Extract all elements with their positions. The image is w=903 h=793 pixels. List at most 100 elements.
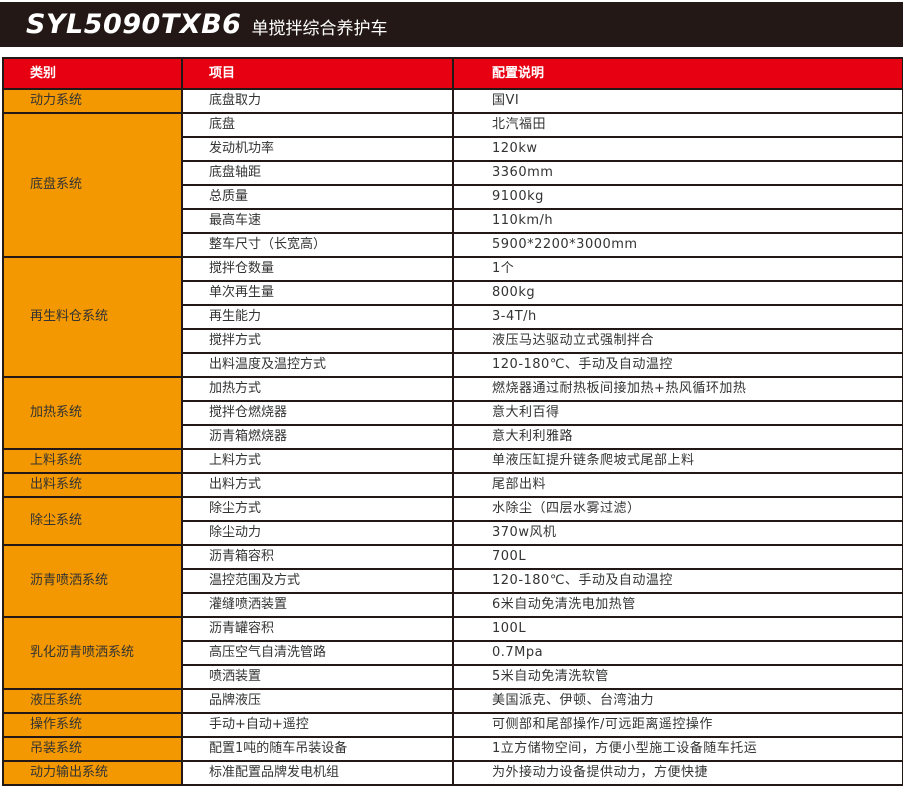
product-name: 单搅拌综合养护车: [251, 18, 388, 39]
config-cell: 100L: [452, 616, 903, 642]
category-cell: 沥青喷洒系统: [2, 544, 183, 618]
config-cell: 美国派克、伊顿、台湾油力: [452, 688, 903, 714]
item-cell: 沥青罐容积: [181, 616, 454, 642]
table-row: 除尘系统 除尘方式 水除尘（四层水雾过滤）: [2, 496, 903, 546]
item-cell: 出料方式: [181, 472, 454, 498]
table-row: 高压空气自清洗管路 0.7Mpa: [3, 640, 903, 666]
item-cell: 品牌液压: [181, 688, 454, 714]
config-cell: 意大利百得: [452, 400, 903, 426]
config-cell: 北汽福田: [452, 112, 903, 138]
model-number: SYL5090TXB6: [26, 9, 242, 40]
table-row: 除尘动力 370w风机: [3, 520, 903, 546]
config-cell: 5米自动免清洗软管: [452, 664, 903, 690]
spec-table: 类别 项目 配置说明 动力系统 底盘取力 国VI 底盘系统 底盘 北汽福田 发动机功率 120…: [2, 57, 903, 786]
table-row: 乳化沥青喷洒系统 沥青罐容积 100L: [2, 616, 903, 690]
config-cell: 1个: [452, 256, 903, 282]
item-cell: 喷洒装置: [181, 664, 454, 690]
config-cell: 3-4T/h: [452, 304, 903, 330]
config-cell: 800kg: [452, 280, 903, 306]
table-row: 动力输出系统 标准配置品牌发电机组 为外接动力设备提供动力，方便快捷: [2, 760, 903, 786]
table-row: 单次再生量 800kg: [3, 280, 903, 306]
table-row: 总质量 9100kg: [3, 184, 903, 210]
category-cell: 加热系统: [2, 376, 183, 450]
category-cell: 操作系统: [2, 712, 183, 738]
table-row: 上料系统 上料方式 单液压缸提升链条爬坡式尾部上料: [2, 448, 903, 474]
item-cell: 底盘: [181, 112, 454, 138]
item-cell: 高压空气自清洗管路: [181, 640, 454, 666]
table-row: 发动机功率 120kw: [3, 136, 903, 162]
column-header-category: 类别: [2, 57, 183, 90]
table-row: 沥青箱燃烧器 意大利利雅路: [3, 424, 903, 450]
item-cell: 除尘动力: [181, 520, 454, 546]
item-cell: 搅拌仓燃烧器: [181, 400, 454, 426]
config-cell: 120-180℃、手动及自动温控: [452, 568, 903, 594]
config-cell: 700L: [452, 544, 903, 570]
config-cell: 燃烧器通过耐热板间接加热+热风循环加热: [452, 376, 903, 402]
table-row: 温控范围及方式 120-180℃、手动及自动温控: [3, 568, 903, 594]
item-cell: 搅拌仓数量: [181, 256, 454, 282]
config-cell: 120-180℃、手动及自动温控: [452, 352, 903, 378]
config-cell: 单液压缸提升链条爬坡式尾部上料: [452, 448, 903, 474]
item-cell: 上料方式: [181, 448, 454, 474]
item-cell: 发动机功率: [181, 136, 454, 162]
config-cell: 110km/h: [452, 208, 903, 234]
item-cell: 手动+自动+遥控: [181, 712, 454, 738]
table-row: 沥青喷洒系统 沥青箱容积 700L: [2, 544, 903, 618]
table-row: 搅拌仓燃烧器 意大利百得: [3, 400, 903, 426]
category-cell: 上料系统: [2, 448, 183, 474]
item-cell: 最高车速: [181, 208, 454, 234]
table-row: 操作系统 手动+自动+遥控 可侧部和尾部操作/可远距离遥控操作: [2, 712, 903, 738]
title-bar: SYL5090TXB6 单搅拌综合养护车: [0, 2, 903, 47]
category-cell: 动力系统: [2, 88, 183, 114]
item-cell: 整车尺寸（长宽高）: [181, 232, 454, 258]
config-cell: 370w风机: [452, 520, 903, 546]
config-cell: 1立方储物空间，方便小型施工设备随车托运: [452, 736, 903, 762]
category-cell: 液压系统: [2, 688, 183, 714]
table-row: 动力系统 底盘取力 国VI: [2, 88, 903, 114]
item-cell: 底盘取力: [181, 88, 454, 114]
column-header-item: 项目: [181, 57, 454, 90]
category-cell: 除尘系统: [2, 496, 183, 546]
table-row: 底盘系统 底盘 北汽福田: [2, 112, 903, 258]
config-cell: 国VI: [452, 88, 903, 114]
config-cell: 意大利利雅路: [452, 424, 903, 450]
column-header-config: 配置说明: [452, 57, 903, 90]
table-row: 灌缝喷洒装置 6米自动免清洗电加热管: [3, 592, 903, 618]
table-row: 吊装系统 配置1吨的随车吊装设备 1立方储物空间，方便小型施工设备随车托运: [2, 736, 903, 762]
config-cell: 120kw: [452, 136, 903, 162]
config-cell: 0.7Mpa: [452, 640, 903, 666]
table-row: 再生能力 3-4T/h: [3, 304, 903, 330]
table-row: 出料系统 出料方式 尾部出料: [2, 472, 903, 498]
table-row: 喷洒装置 5米自动免清洗软管: [3, 664, 903, 690]
table-row: 最高车速 110km/h: [3, 208, 903, 234]
config-cell: 9100kg: [452, 184, 903, 210]
category-cell: 动力输出系统: [2, 760, 183, 786]
item-cell: 除尘方式: [181, 496, 454, 522]
table-header-row: 类别 项目 配置说明: [2, 57, 903, 90]
item-cell: 出料温度及温控方式: [181, 352, 454, 378]
item-cell: 灌缝喷洒装置: [181, 592, 454, 618]
category-cell: 吊装系统: [2, 736, 183, 762]
config-cell: 为外接动力设备提供动力，方便快捷: [452, 760, 903, 786]
category-cell: 再生料仓系统: [2, 256, 183, 378]
config-cell: 可侧部和尾部操作/可远距离遥控操作: [452, 712, 903, 738]
item-cell: 配置1吨的随车吊装设备: [181, 736, 454, 762]
item-cell: 加热方式: [181, 376, 454, 402]
category-cell: 乳化沥青喷洒系统: [2, 616, 183, 690]
item-cell: 再生能力: [181, 304, 454, 330]
item-cell: 温控范围及方式: [181, 568, 454, 594]
config-cell: 5900*2200*3000mm: [452, 232, 903, 258]
category-cell: 出料系统: [2, 472, 183, 498]
item-cell: 沥青箱容积: [181, 544, 454, 570]
category-cell: 底盘系统: [2, 112, 183, 258]
table-row: 出料温度及温控方式 120-180℃、手动及自动温控: [3, 352, 903, 378]
config-cell: 液压马达驱动立式强制拌合: [452, 328, 903, 354]
item-cell: 底盘轴距: [181, 160, 454, 186]
config-cell: 水除尘（四层水雾过滤）: [452, 496, 903, 522]
table-row: 液压系统 品牌液压 美国派克、伊顿、台湾油力: [2, 688, 903, 714]
table-row: 加热系统 加热方式 燃烧器通过耐热板间接加热+热风循环加热: [2, 376, 903, 450]
item-cell: 沥青箱燃烧器: [181, 424, 454, 450]
table-row: 搅拌方式 液压马达驱动立式强制拌合: [3, 328, 903, 354]
config-cell: 尾部出料: [452, 472, 903, 498]
config-cell: 6米自动免清洗电加热管: [452, 592, 903, 618]
